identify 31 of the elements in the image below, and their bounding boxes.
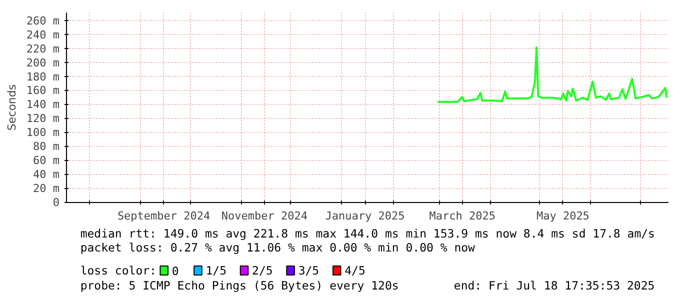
y-tick-label: 0 bbox=[52, 196, 60, 209]
y-tick-label: 180 m bbox=[26, 70, 60, 84]
y-tick-label: 120 m bbox=[26, 112, 60, 126]
y-tick-label: 140 m bbox=[26, 98, 60, 112]
text: median rtt: 149.0 ms avg 221.8 ms max 144.0 ms min 153.9 ms now 8.4 ms sd 17.8 am/s bbox=[80, 226, 655, 240]
y-tick-label: 20 m bbox=[33, 182, 60, 196]
x-tick-label: March 2025 bbox=[429, 210, 496, 222]
text: packet loss: 0.27 % avg 11.06 % max 0.00 % min 0.00 % now bbox=[80, 240, 476, 254]
x-tick-label: May 2025 bbox=[536, 210, 590, 222]
legend-label: 4/5 bbox=[344, 264, 366, 278]
y-tick-label: 160 m bbox=[26, 84, 60, 98]
y-tick-label: 240 m bbox=[26, 28, 60, 42]
y-tick-label: 220 m bbox=[26, 42, 60, 56]
x-tick-label: September 2024 bbox=[117, 210, 211, 222]
y-tick-label: 60 m bbox=[33, 154, 60, 168]
legend-label: 0 bbox=[172, 264, 179, 278]
legend-label: 1/5 bbox=[206, 264, 227, 278]
y-tick-label: 260 m bbox=[26, 14, 60, 28]
y-tick-label: 80 m bbox=[33, 140, 60, 154]
legend-label: 2/5 bbox=[252, 264, 273, 278]
text: end: Fri Jul 18 17:35:53 2025 bbox=[454, 278, 655, 292]
y-tick-label: 200 m bbox=[26, 56, 60, 70]
text: probe: 5 ICMP Echo Pings (56 Bytes) every 120s bbox=[80, 278, 399, 292]
legend-label: 3/5 bbox=[298, 264, 320, 278]
y-tick-label: 100 m bbox=[26, 126, 60, 140]
y-tick-label: 40 m bbox=[33, 168, 60, 182]
x-tick-label: November 2024 bbox=[221, 210, 308, 222]
line-series bbox=[436, 46, 668, 103]
legend-title: loss color: bbox=[80, 264, 156, 278]
x-tick-label: January 2025 bbox=[325, 210, 405, 222]
y-axis-title: Seconds bbox=[5, 84, 18, 131]
